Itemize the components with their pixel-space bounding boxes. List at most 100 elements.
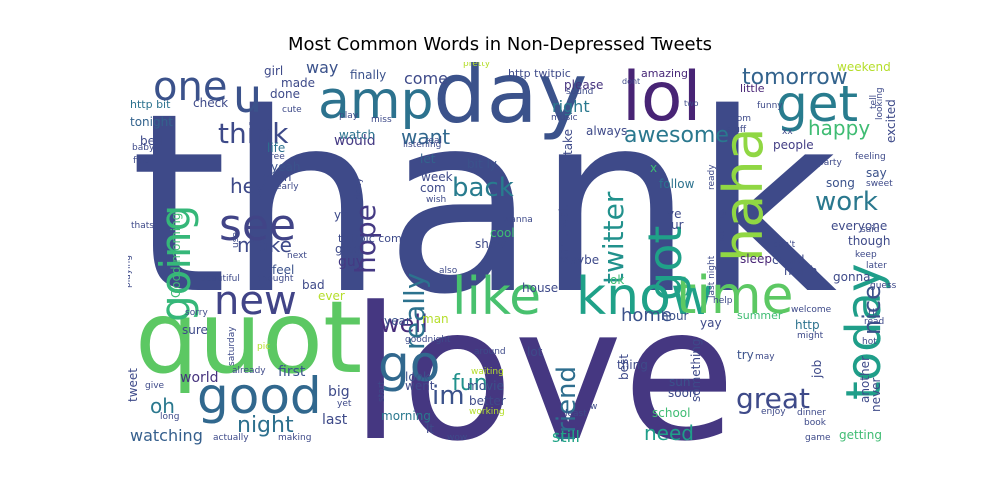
word-can-t: can't <box>773 240 796 250</box>
word-big: big <box>328 384 350 400</box>
word-hi: Hi <box>868 308 877 318</box>
word-im: im <box>432 381 465 411</box>
word-though: though <box>848 234 890 248</box>
word-ye: ye <box>667 207 681 221</box>
word-might: might <box>797 331 824 341</box>
word-life: life <box>267 141 285 155</box>
word-even: even <box>262 170 291 184</box>
word-take: take <box>561 129 575 155</box>
word-think: think <box>218 117 289 150</box>
word-two: two <box>684 99 699 108</box>
word-feeling: feeling <box>855 152 886 162</box>
word-xx: xx <box>782 127 793 137</box>
word-getting: getting <box>839 428 882 442</box>
word-man: man <box>422 312 449 326</box>
word-one: one <box>153 64 227 110</box>
word-real: real <box>425 136 442 146</box>
word-nice: nice <box>858 285 886 335</box>
word-got: got <box>638 226 692 301</box>
word-bed: bed <box>140 134 163 148</box>
word-working: working <box>469 407 505 417</box>
word-book: book <box>804 418 827 428</box>
word-look: look <box>405 370 430 384</box>
word-ever: ever <box>318 289 345 303</box>
word-know: know <box>576 267 713 327</box>
word-lt: lt <box>426 422 434 436</box>
word-would: would <box>334 133 376 149</box>
word-nothing: nothing <box>717 211 727 245</box>
word-feel: feel <box>272 263 294 277</box>
word-thing: thing <box>617 358 648 372</box>
word-waiting: waiting <box>471 367 504 377</box>
word-u: u <box>233 69 262 123</box>
word-funny: funny <box>757 101 783 111</box>
word-let: let <box>420 152 436 166</box>
word-yay: yay <box>700 316 722 330</box>
word-song: song <box>826 176 855 190</box>
word-girl: girl <box>264 64 283 78</box>
word-everyone: everyone <box>831 219 887 233</box>
word-always: always <box>586 124 627 138</box>
word-enjoy: enjoy <box>761 407 786 417</box>
word-baby: baby <box>132 143 155 153</box>
word-goodnight: goodnight <box>405 335 451 345</box>
word-thank: thank <box>130 62 837 349</box>
word-cool: cool <box>490 226 515 240</box>
word-try: try <box>737 348 754 362</box>
word-today: today <box>836 264 892 400</box>
word-tomorrow: tomorrow <box>742 65 848 90</box>
word-watching: watching <box>130 426 203 445</box>
word-ok: ok <box>610 273 624 287</box>
word-friend: friend <box>552 366 582 442</box>
word-going: going <box>151 205 200 322</box>
word-twitter: twitter <box>597 191 630 284</box>
word-soon: soon <box>668 386 697 400</box>
word-x: x <box>650 161 657 175</box>
word-year: year <box>384 314 411 328</box>
word-twitpic-com: twitpic com <box>338 232 402 245</box>
word-tell: tell <box>869 95 879 109</box>
word-ya: ya <box>334 208 348 222</box>
word-stuff: stuff <box>726 125 747 135</box>
word-make: make <box>237 233 292 257</box>
word-party: party <box>818 158 842 168</box>
word-pretty: pretty <box>463 62 491 69</box>
word-world: world <box>180 370 219 386</box>
word-listening: listening <box>403 140 441 150</box>
word-actually: actually <box>213 433 249 443</box>
word-least: least <box>565 409 587 419</box>
word-wish: wish <box>426 195 446 205</box>
word-thought: thought <box>258 274 294 284</box>
word-game: game <box>805 433 831 443</box>
word-already: already <box>232 366 266 376</box>
word-help: help <box>713 296 733 306</box>
word-follow: follow <box>659 177 695 191</box>
word-good: good <box>197 367 322 425</box>
word-bad: bad <box>302 278 325 292</box>
word-went: went <box>405 379 435 393</box>
word-last: last <box>322 412 348 428</box>
word-check: check <box>193 96 228 110</box>
word-night: night <box>237 413 294 438</box>
word-com: com <box>420 181 446 195</box>
word-could: could <box>772 253 805 267</box>
word-music: music <box>551 113 578 123</box>
word-later: later <box>866 261 887 271</box>
word-looking: looking <box>875 87 885 120</box>
word-may: may <box>755 352 775 362</box>
word-guess: guess <box>870 281 897 291</box>
word-play: play <box>339 111 359 121</box>
word-dinner: dinner <box>797 408 826 418</box>
word-glad: glad <box>335 242 361 256</box>
word-go: go <box>378 335 440 393</box>
word-show: show <box>475 237 506 251</box>
word-saturday: saturday <box>227 326 237 366</box>
word-best: best <box>617 354 631 380</box>
word-movie: movie <box>467 379 504 393</box>
word-http-bit: http bit <box>130 98 171 111</box>
word-done: done <box>270 87 300 101</box>
word-home: home <box>621 305 672 326</box>
word-new: new <box>214 278 297 324</box>
word-really: really <box>398 273 431 350</box>
